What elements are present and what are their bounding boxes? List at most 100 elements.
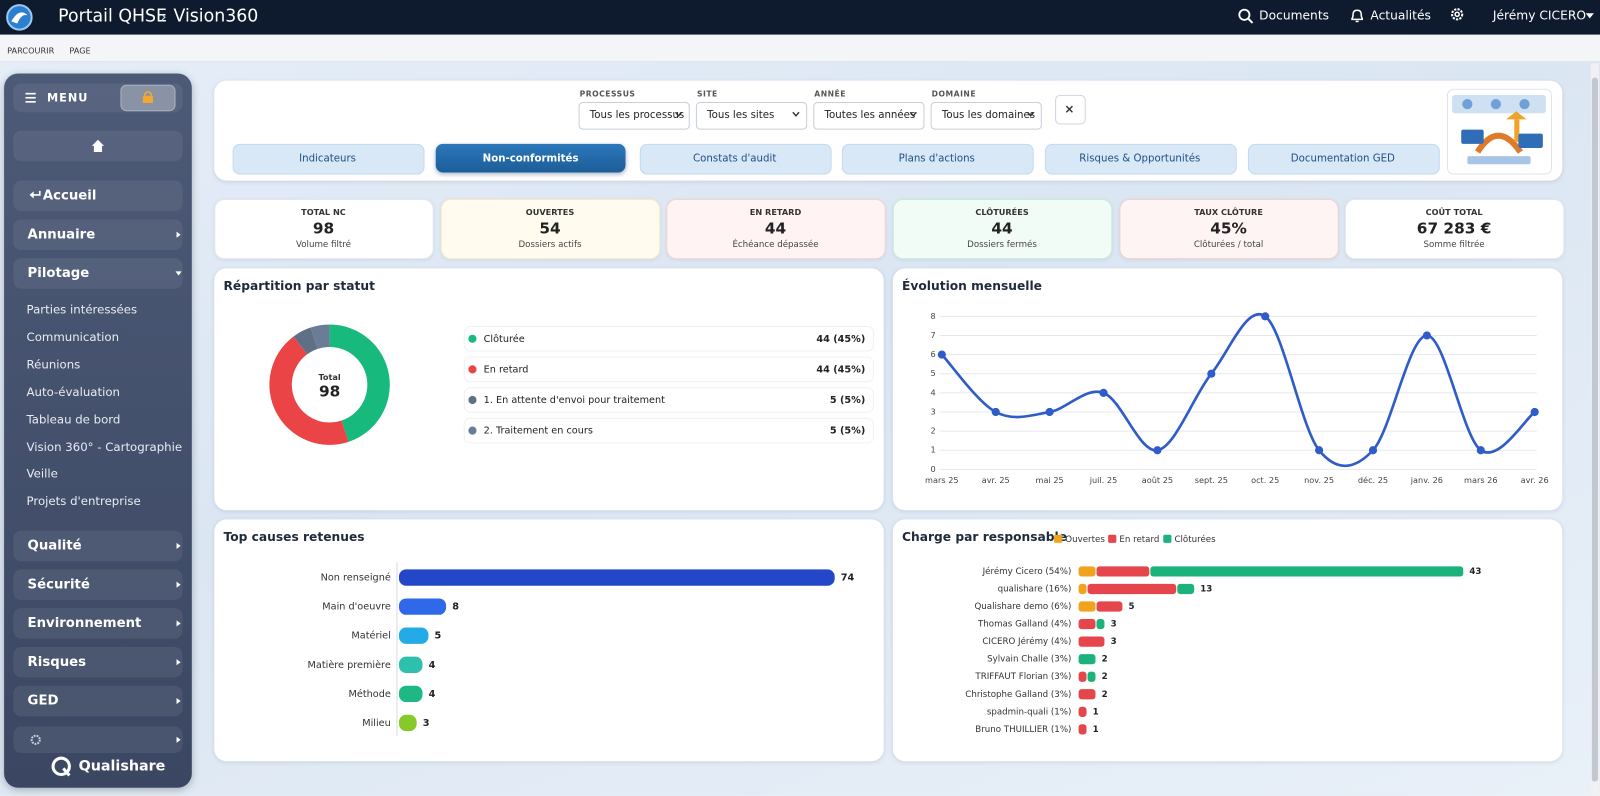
tab[interactable] [639, 143, 832, 175]
filter-select[interactable] [930, 102, 1042, 130]
value-label: 5 [1129, 602, 1135, 612]
tab-label: Indicateurs [299, 153, 357, 165]
menu-item[interactable] [13, 569, 183, 600]
menu-item[interactable] [13, 726, 183, 754]
tab[interactable] [1044, 143, 1237, 175]
legend-swatch [1163, 534, 1172, 543]
kpi-label: TAUX CLÔTURE [1194, 207, 1263, 217]
legend-row [463, 387, 874, 413]
settings-icon [30, 734, 41, 745]
value-label: 3 [1111, 637, 1117, 647]
menu-section[interactable]: Qualité [27, 538, 82, 554]
chevron-icon [792, 111, 800, 117]
filter-select[interactable] [813, 102, 925, 130]
x-tick-label: août 25 [1142, 475, 1173, 485]
bar-segment [1078, 671, 1087, 682]
kpi-value: 44 [764, 219, 787, 238]
subnav-link[interactable]: PAGE [69, 46, 91, 56]
legend-swatch [1054, 534, 1063, 543]
menu-section[interactable]: Pilotage [27, 265, 90, 282]
y-tick-label: Jérémy Cicero (54%) [982, 566, 1072, 577]
menu-link[interactable]: Projets d'entreprise [26, 494, 141, 509]
donut-center-label: Total [318, 372, 340, 382]
menu-link[interactable]: Parties intéressées [26, 302, 138, 317]
bar-segment [1150, 566, 1464, 577]
kpi-note: Dossiers actifs [518, 239, 582, 250]
user-menu[interactable]: Jérémy CICERO [1492, 8, 1586, 23]
value-label: 74 [841, 573, 855, 584]
menu-item[interactable] [13, 530, 183, 562]
reset-button[interactable] [1055, 94, 1086, 125]
filter-select[interactable] [695, 102, 808, 130]
menu-link[interactable]: Vision 360° - Cartographie [26, 439, 183, 454]
menu-item[interactable] [13, 646, 183, 678]
legend-dot [468, 334, 477, 343]
bar-segment [1096, 618, 1105, 630]
y-tick-label: spadmin-quali (1%) [987, 707, 1072, 717]
menu-item[interactable] [13, 219, 183, 250]
value-label: 13 [1200, 584, 1212, 594]
nav-link[interactable]: Actualités [1370, 8, 1431, 23]
tab[interactable] [232, 143, 425, 175]
legend-row [463, 417, 874, 444]
chevron-icon [176, 736, 181, 743]
kpi-card: COÛT TOTAL 67 283 € Somme filtrée [1344, 198, 1565, 260]
search-icon [1238, 8, 1254, 24]
tab-label: Documentation GED [1290, 153, 1395, 165]
menu-section[interactable]: Sécurité [27, 577, 90, 593]
settings-icon [1451, 8, 1464, 21]
y-tick-label: Christophe Galland (3%) [965, 690, 1071, 700]
menu-link[interactable]: Réunions [26, 356, 81, 372]
legend-label: Clôturées [1174, 534, 1216, 545]
y-tick-label: 3 [931, 406, 936, 416]
y-tick-label: 0 [931, 464, 936, 474]
kpi-note: Échéance dépassée [732, 239, 819, 250]
menu-item[interactable] [13, 685, 183, 717]
tab-label: Constats d'audit [693, 153, 777, 165]
menu-link[interactable]: Veille [26, 466, 58, 482]
bar-segment [1078, 724, 1087, 735]
point [1476, 446, 1485, 455]
menu-link[interactable]: Communication [26, 329, 120, 344]
subnav-link[interactable]: PARCOURIR [7, 46, 55, 56]
menu-item[interactable] [13, 608, 183, 639]
filter-select[interactable] [578, 102, 690, 130]
nav-link[interactable]: Documents [1259, 8, 1330, 23]
chevron-icon [176, 697, 181, 705]
menu-item[interactable] [13, 180, 183, 212]
kpi-note: Dossiers fermés [967, 239, 1037, 250]
y-tick-label: 5 [931, 368, 936, 378]
kpi-label: EN RETARD [749, 207, 802, 217]
hamburger-icon [25, 92, 36, 103]
stacked-bar-chart: Ouvertes En retard Clôturées Jérémy Cicero … [965, 534, 1481, 735]
x-tick-label: sept. 25 [1195, 475, 1228, 485]
line-chart: 0 1 2 3 4 5 6 7 8 mars 25 avr. 25 mai 25 juil. 25 aoû… [925, 311, 1549, 485]
kpi-note: Clôturées / total [1193, 239, 1264, 250]
chevron-icon [674, 111, 683, 117]
menu-section[interactable]: Environnement [27, 615, 142, 632]
menu-item[interactable] [13, 258, 183, 289]
kpi-label: TOTAL NC [301, 207, 346, 217]
menu-link[interactable]: Accueil [42, 188, 97, 204]
donut-segment [293, 327, 318, 355]
tab[interactable] [435, 143, 626, 173]
tab[interactable] [841, 143, 1034, 175]
menu-link[interactable]: Tableau de bord [26, 411, 121, 427]
tab[interactable] [1247, 143, 1440, 175]
chevron-icon [176, 659, 181, 666]
chart-card: Charge par responsable Ouvertes En retard C… [892, 519, 1563, 762]
menu-section[interactable]: Annuaire [27, 227, 96, 243]
menu-link[interactable]: Auto-évaluation [26, 384, 120, 399]
menu-section[interactable]: GED [27, 693, 59, 709]
bar-segment [1078, 583, 1087, 595]
bar-segment [1078, 636, 1105, 647]
filter-label: SITE [696, 89, 718, 99]
chevron-icon [176, 620, 181, 627]
x-tick-label: mars 26 [1464, 475, 1498, 485]
menu-section[interactable]: Risques [27, 654, 87, 670]
scrollbar-thumb[interactable] [1591, 77, 1598, 782]
point [1207, 369, 1216, 378]
kpi-card: EN RETARD 44 Échéance dépassée [666, 198, 886, 260]
chevron-icon [176, 542, 181, 549]
kpi-value: 67 283 € [1416, 219, 1492, 238]
